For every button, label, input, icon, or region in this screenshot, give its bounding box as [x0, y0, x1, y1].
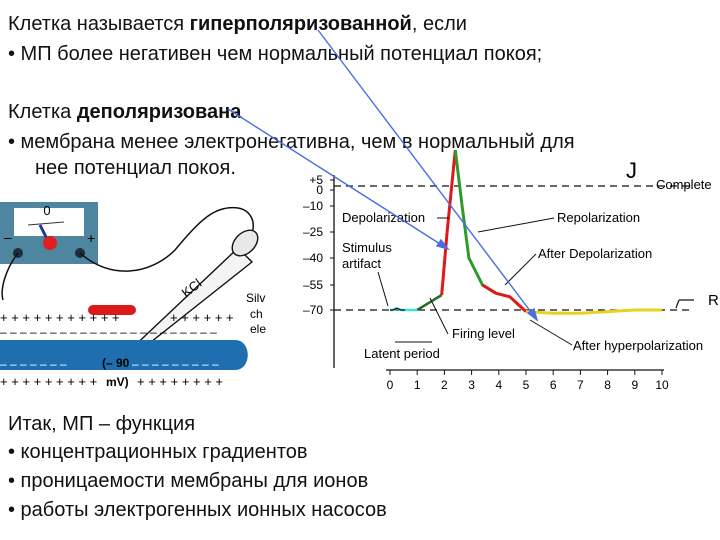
trace-after-hyperpolarization — [525, 308, 662, 315]
inner-charges-bottom-right: – – – – – – – – – — [132, 357, 219, 371]
outer-charges-top: + + + + + + + + + + + — [0, 310, 120, 325]
x-tick-label: 5 — [523, 378, 530, 392]
silver-text-line: Silv — [246, 291, 265, 305]
y-tick-label: –55 — [303, 278, 323, 292]
label-repolarization: Repolarization — [557, 210, 640, 225]
meter-minus-label: – — [4, 229, 12, 245]
x-tick-label: 2 — [441, 378, 448, 392]
resting-potential-value: (– 90 — [102, 356, 130, 370]
term-depolarized: деполяризована — [76, 101, 242, 123]
label-j: J — [626, 158, 637, 183]
term-hyperpolarized: гиперполяризованной — [189, 13, 412, 35]
x-tick-label: 9 — [631, 378, 638, 392]
wire-plus — [79, 206, 254, 272]
voltmeter-dial — [14, 208, 84, 236]
silver-text-line: ch — [250, 307, 263, 321]
label-r: R — [708, 292, 719, 309]
summary-item: • работы электрогенных ионных насосов — [8, 499, 387, 521]
bullet-hyperpolarized: • МП более негативен чем нормальный поте… — [8, 43, 543, 65]
x-tick-label: 4 — [495, 378, 502, 392]
outer-charges-bottom-right: + + + + + + + + — [137, 374, 223, 389]
meter-pivot — [43, 236, 57, 250]
label-firing-level: Firing level — [452, 326, 515, 341]
label-after-hyperpolarization: After hyperpolarization — [573, 338, 703, 353]
y-tick-label: –70 — [303, 303, 323, 317]
microelectrode: KCl — [127, 229, 259, 358]
summary-item: • концентрационных градиентов — [8, 441, 308, 463]
pointer-firing-level — [429, 297, 449, 335]
bullet-depolarized-line1: • мембрана менее электронегативна, чем в… — [8, 131, 575, 153]
y-tick-label: –40 — [303, 251, 323, 265]
text-segment: Клетка — [8, 101, 77, 123]
y-tick-label: –25 — [303, 225, 323, 239]
label-after-depolarization: After Depolarization — [538, 246, 652, 261]
wire-minus — [1, 252, 19, 301]
meter-plus-label: + — [87, 230, 95, 246]
trace-stimulus-artifact — [390, 307, 405, 311]
inner-charges-bottom: – – – – – – – — [0, 357, 67, 371]
outer-charges-top-right: + + + + + + — [170, 310, 234, 325]
text-segment: Клетка называется — [8, 13, 190, 35]
cell-body — [0, 340, 248, 370]
text-segment: , если — [411, 13, 467, 35]
meter-zero-label: 0 — [43, 203, 50, 218]
trace-repolarization — [453, 149, 497, 295]
annotation-arrows — [227, 29, 539, 322]
arrow-depolarized — [227, 108, 449, 250]
action-potential-chart: +50–10–25–40–55–70 0 1 2 3 4 5 6 7 8 9 10 Complete… — [303, 149, 719, 392]
electrode-cap — [231, 229, 259, 257]
arrowhead-icon — [435, 238, 450, 251]
pointer-after-depolarization — [504, 253, 537, 286]
bullet-depolarized-line2: нее потенциал покоя. — [35, 157, 236, 179]
inner-charges-top: – – – – – – – – – – – – – – – – – – – – … — [0, 325, 217, 339]
pointer-repolarization — [477, 217, 555, 233]
trace-depolarization — [440, 149, 457, 296]
x-tick-label: 10 — [655, 378, 669, 392]
label-artifact: artifact — [342, 256, 381, 271]
y-tick-label: 0 — [316, 183, 323, 197]
silver-text-line: ele — [250, 322, 266, 336]
definition-hyperpolarized: Клетка называется гиперполяризованной, е… — [8, 12, 467, 36]
silver-label: Silv ch ele — [246, 291, 266, 336]
x-tick-label: 6 — [550, 378, 557, 392]
trace-local-response — [416, 293, 443, 312]
x-tick-label: 0 — [387, 378, 394, 392]
wires — [1, 206, 254, 301]
summary-item: • проницаемости мембраны для ионов — [8, 470, 369, 492]
pointer-after-hyperpolarization — [529, 319, 573, 346]
x-tick-label: 7 — [577, 378, 584, 392]
y-tick-label: +5 — [309, 173, 323, 187]
reference-electrode — [88, 305, 136, 315]
label-latent-period: Latent period — [364, 346, 440, 361]
x-tick-label: 3 — [468, 378, 475, 392]
dial-scale — [27, 221, 65, 226]
label-complete: Complete — [656, 177, 712, 192]
voltmeter: 0 – + — [0, 202, 98, 264]
resting-potential-unit: mV) — [106, 375, 129, 389]
cell-membrane: + + + + + + + + + + + + + + + + + – – – … — [0, 310, 248, 389]
label-depolarization: Depolarization — [342, 210, 425, 225]
y-tick-label: –10 — [303, 199, 323, 213]
trace-after-depolarization — [481, 283, 528, 313]
resting-pointer — [675, 299, 694, 309]
summary-title: Итак, МП – функция — [8, 413, 196, 435]
x-tick-label: 8 — [604, 378, 611, 392]
definition-depolarized: Клетка деполяризована — [8, 100, 241, 124]
arrow-hyperpolarized — [317, 29, 538, 321]
arrowhead-icon — [526, 307, 539, 322]
label-stimulus: Stimulus — [342, 240, 392, 255]
x-tick-label: 1 — [414, 378, 421, 392]
outer-charges-bottom: + + + + + + + + + — [0, 374, 97, 389]
pointer-stimulus — [377, 271, 389, 307]
